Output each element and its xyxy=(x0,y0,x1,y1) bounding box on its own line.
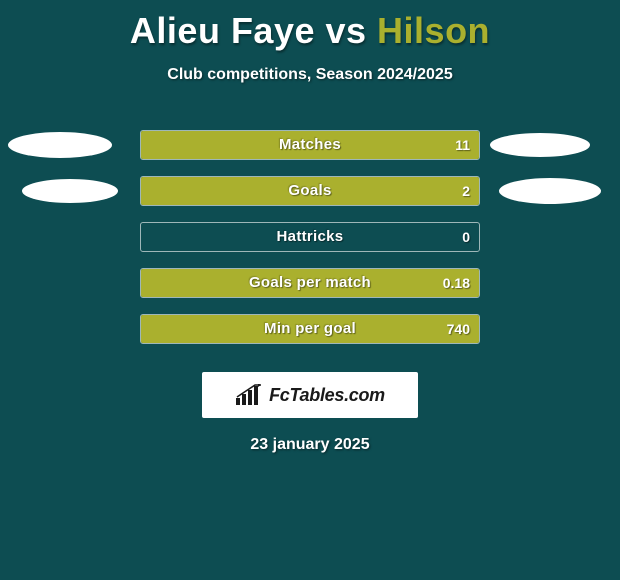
stat-bar: Matches11 xyxy=(140,130,480,160)
stat-row: Goals2 xyxy=(0,168,620,214)
stat-bar: Hattricks0 xyxy=(140,222,480,252)
title-vs: vs xyxy=(315,10,377,51)
stat-value: 0.18 xyxy=(443,268,470,298)
stat-bar: Min per goal740 xyxy=(140,314,480,344)
stat-label: Hattricks xyxy=(140,222,480,252)
stat-value: 740 xyxy=(447,314,470,344)
left-ellipse xyxy=(8,132,112,158)
player-1-name: Alieu Faye xyxy=(130,10,315,51)
stat-label: Goals xyxy=(140,176,480,206)
right-ellipse xyxy=(499,178,601,204)
comparison-chart: Matches11 Goals2 Hattricks0 Goals per match… xyxy=(0,122,620,352)
logo-box[interactable]: FcTables.com xyxy=(202,372,418,418)
logo-text: FcTables.com xyxy=(269,385,385,406)
subtitle: Club competitions, Season 2024/2025 xyxy=(0,66,620,84)
right-ellipse xyxy=(490,133,590,157)
stat-value: 2 xyxy=(462,176,470,206)
date-label: 23 january 2025 xyxy=(0,436,620,454)
stat-row: Goals per match0.18 xyxy=(0,260,620,306)
stat-label: Goals per match xyxy=(140,268,480,298)
stat-label: Min per goal xyxy=(140,314,480,344)
stat-value: 11 xyxy=(455,130,470,160)
stat-label: Matches xyxy=(140,130,480,160)
bar-chart-icon xyxy=(235,384,263,406)
stat-row: Hattricks0 xyxy=(0,214,620,260)
stat-row: Min per goal740 xyxy=(0,306,620,352)
stat-value: 0 xyxy=(462,222,470,252)
left-ellipse xyxy=(22,179,118,203)
player-2-name: Hilson xyxy=(377,10,490,51)
stat-bar: Goals2 xyxy=(140,176,480,206)
stat-bar: Goals per match0.18 xyxy=(140,268,480,298)
page-title: Alieu Faye vs Hilson xyxy=(0,0,620,52)
stat-row: Matches11 xyxy=(0,122,620,168)
